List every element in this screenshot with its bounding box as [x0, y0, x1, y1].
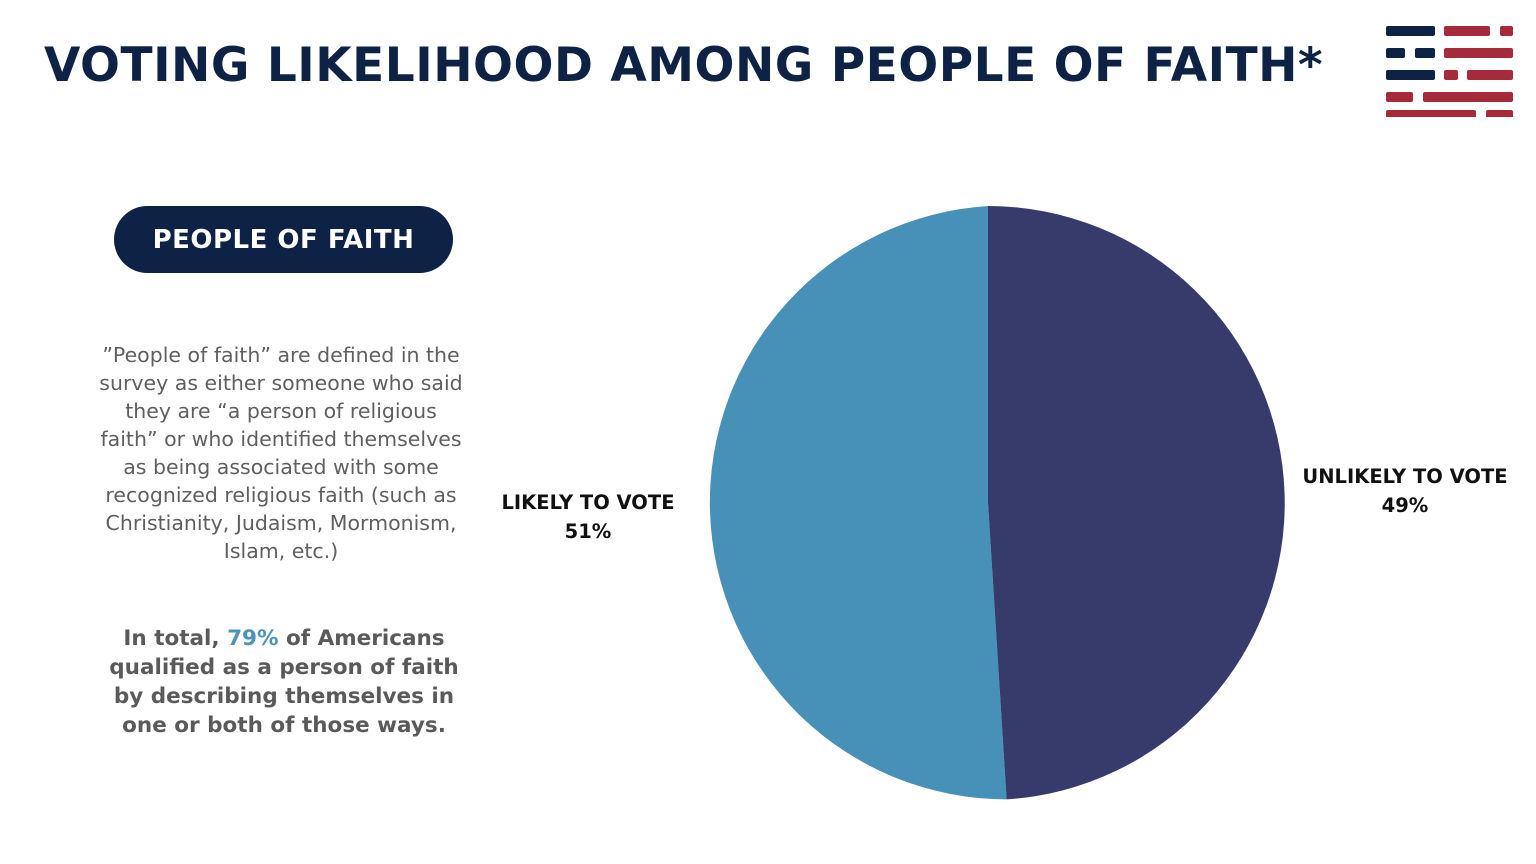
people-of-faith-badge: PEOPLE OF FAITH	[114, 206, 453, 273]
total-summary: In total, 79% of Americans qualified as …	[96, 624, 472, 740]
total-prefix: In total,	[123, 626, 228, 651]
total-suffix: of Americans qualified as a person of fa…	[109, 626, 459, 738]
pie-slice-likely	[709, 206, 1007, 800]
pie-slice-unlikely	[988, 206, 1285, 800]
unlikely-label: UNLIKELY TO VOTE 49%	[1294, 462, 1516, 520]
likely-label: LIKELY TO VOTE 51%	[494, 488, 682, 546]
definition-text: ”People of faith” are defined in the sur…	[99, 343, 463, 563]
unlikely-label-title: UNLIKELY TO VOTE	[1302, 465, 1508, 488]
likely-label-value: 51%	[564, 520, 612, 543]
likely-label-title: LIKELY TO VOTE	[501, 491, 675, 514]
striped-flag-logo-icon	[1386, 26, 1513, 117]
page-title: VOTING LIKELIHOOD AMONG PEOPLE OF FAITH*	[44, 38, 1324, 93]
total-highlight-value: 79%	[227, 626, 279, 651]
unlikely-label-value: 49%	[1381, 494, 1429, 517]
